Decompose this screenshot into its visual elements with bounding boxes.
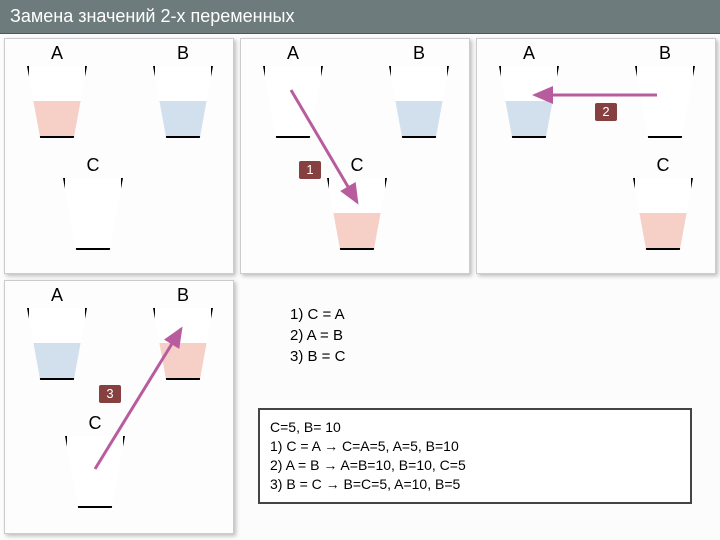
panel-step1: A B C 1 [240, 38, 470, 274]
cup-b: B [153, 43, 213, 138]
cup-c-s2: C [633, 155, 693, 250]
badge-step1: 1 [299, 161, 321, 179]
cup-label-b: B [177, 43, 189, 64]
cup-label-c: C [87, 155, 100, 176]
algo-line-2: 2) A = B [290, 325, 345, 346]
panel-initial: A B C [4, 38, 234, 274]
diagram-area: A B C A B C [0, 34, 720, 540]
panel-step3: A B C 3 [4, 280, 234, 534]
cup-b-s3: B [153, 285, 213, 380]
algo-line-3: 3) B = C [290, 346, 345, 367]
liquid-a [29, 101, 85, 136]
cup-c: C [63, 155, 123, 250]
cup-c-s1: C [327, 155, 387, 250]
cup-label-a: A [51, 43, 63, 64]
cup-b-s1: B [389, 43, 449, 138]
page: Замена значений 2-х переменных A B C A [0, 0, 720, 540]
badge-step3: 3 [99, 385, 121, 403]
liquid-b [155, 101, 211, 136]
cup-a-s3: A [27, 285, 87, 380]
cup-b-s2: B [635, 43, 695, 138]
algorithm-list: 1) C = A 2) A = B 3) B = C [290, 304, 345, 367]
trace-line-3: 3) B = C → B=C=5, A=10, B=5 [270, 475, 680, 494]
cup-a: A [27, 43, 87, 138]
trace-line-0: C=5, B= 10 [270, 418, 680, 437]
cup-c-s3: C [65, 413, 125, 508]
panel-step2: A B C 2 [476, 38, 716, 274]
badge-step2: 2 [595, 103, 617, 121]
trace-line-1: 1) C = A → C=A=5, A=5, B=10 [270, 437, 680, 456]
page-title: Замена значений 2-х переменных [0, 0, 720, 34]
algo-line-1: 1) C = A [290, 304, 345, 325]
trace-line-2: 2) A = B → A=B=10, B=10, C=5 [270, 456, 680, 475]
cup-a-s2: A [499, 43, 559, 138]
cup-a-s1: A [263, 43, 323, 138]
trace-box: C=5, B= 10 1) C = A → C=A=5, A=5, B=10 2… [258, 408, 692, 504]
